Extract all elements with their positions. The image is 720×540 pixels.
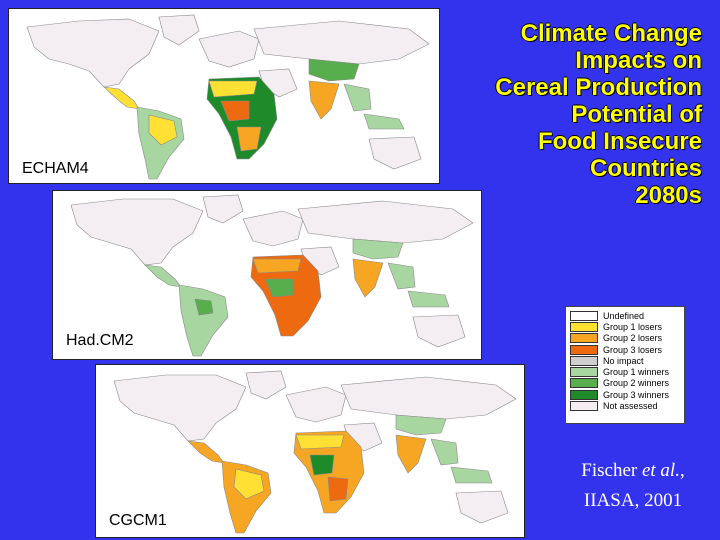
legend-swatch bbox=[570, 333, 598, 344]
legend-item: Group 1 losers bbox=[570, 321, 680, 332]
map-hadcm2: Had.CM2 bbox=[52, 190, 482, 360]
legend-label: Group 2 winners bbox=[603, 378, 670, 389]
legend-item: Group 2 losers bbox=[570, 333, 680, 344]
title-line: Impacts on bbox=[575, 47, 702, 74]
legend-item: Group 2 winners bbox=[570, 378, 680, 389]
citation: Fischer et al., IIASA, 2001 bbox=[558, 456, 708, 516]
title-line: Cereal Production bbox=[495, 74, 702, 101]
map-echam4: ECHAM4 bbox=[8, 8, 440, 184]
title-line: Potential of bbox=[571, 101, 702, 128]
legend-swatch bbox=[570, 355, 598, 366]
legend-item: Group 3 losers bbox=[570, 344, 680, 355]
legend-swatch bbox=[570, 389, 598, 400]
world-map-echam4 bbox=[26, 14, 430, 180]
legend-item: Group 3 winners bbox=[570, 389, 680, 400]
legend-item: Group 1 winners bbox=[570, 366, 680, 378]
legend-item: No impact bbox=[570, 355, 680, 366]
legend-label: No impact bbox=[603, 355, 644, 366]
legend-swatch bbox=[570, 401, 598, 412]
citation-etal: et al. bbox=[641, 460, 680, 481]
legend-swatch bbox=[570, 378, 598, 389]
legend-label: Not assessed bbox=[603, 401, 658, 412]
legend-label: Group 1 losers bbox=[603, 321, 663, 332]
citation-comma: , bbox=[679, 460, 685, 481]
legend-label: Group 2 losers bbox=[603, 333, 663, 344]
title-line: 2080s bbox=[635, 182, 702, 209]
world-map-cgcm1 bbox=[113, 370, 517, 534]
legend-swatch bbox=[570, 367, 598, 378]
map-cgcm1: CGCM1 bbox=[95, 364, 525, 538]
map-label-cgcm1: CGCM1 bbox=[106, 511, 170, 531]
title-line: Food Insecure bbox=[537, 128, 702, 155]
map-label-echam4: ECHAM4 bbox=[19, 159, 92, 179]
world-map-hadcm2 bbox=[70, 194, 474, 357]
title-line: Countries bbox=[589, 155, 702, 182]
legend-label: Undefined bbox=[603, 310, 645, 321]
slide-title: Climate Change Impacts on Cereal Product… bbox=[442, 20, 702, 209]
citation-author: Fischer bbox=[581, 460, 642, 481]
title-line: Climate Change bbox=[520, 20, 702, 47]
legend-label: Group 3 losers bbox=[603, 344, 663, 355]
citation-line-2: IIASA, 2001 bbox=[583, 490, 683, 511]
legend-swatch bbox=[570, 344, 598, 355]
legend-item: Undefined bbox=[570, 310, 680, 321]
legend-label: Group 1 winners bbox=[603, 367, 670, 378]
map-legend: Undefined Group 1 losers Group 2 losers Gro… bbox=[565, 306, 685, 424]
legend-label: Group 3 winners bbox=[603, 389, 670, 400]
legend-swatch bbox=[570, 310, 598, 321]
legend-item: Not assessed bbox=[570, 400, 680, 412]
citation-line-1: Fischer et al., bbox=[558, 456, 708, 486]
legend-swatch bbox=[570, 321, 598, 332]
map-label-hadcm2: Had.CM2 bbox=[63, 331, 137, 351]
